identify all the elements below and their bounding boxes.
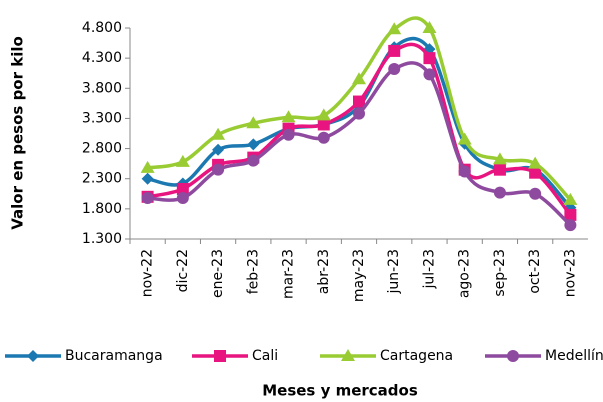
x-tick-label: nov-23: [562, 249, 578, 297]
point-marker: [317, 131, 330, 144]
y-tick-label: 3.300: [82, 110, 122, 126]
y-tick-label: 3.800: [82, 80, 122, 96]
x-tick-label: dic-22: [175, 249, 191, 292]
point-marker: [317, 118, 330, 131]
point-marker: [140, 160, 155, 173]
x-tick-label: mar-23: [281, 249, 297, 299]
point-marker: [211, 127, 226, 140]
point-marker: [564, 219, 577, 232]
legend-marker: [27, 350, 39, 362]
x-tick-label: ene-23: [210, 249, 226, 298]
y-tick-label: 2.800: [82, 141, 122, 157]
point-marker: [316, 108, 331, 121]
point-marker: [388, 62, 401, 75]
x-axis-title: Meses y mercados: [262, 382, 418, 400]
point-marker: [352, 72, 366, 85]
point-marker: [175, 154, 190, 167]
point-marker: [141, 172, 154, 185]
point-marker: [353, 95, 365, 108]
point-marker: [563, 192, 578, 205]
point-marker: [528, 156, 543, 169]
point-marker: [422, 21, 437, 33]
point-marker: [176, 192, 189, 205]
point-marker: [176, 182, 189, 195]
legend-label: Cali: [252, 348, 278, 364]
y-tick-label: 1.300: [82, 231, 122, 247]
point-marker: [457, 132, 472, 145]
legend-marker: [341, 349, 355, 361]
point-marker: [529, 187, 542, 200]
point-marker: [212, 143, 225, 156]
x-tick-label: abr-23: [316, 249, 332, 294]
point-marker: [246, 116, 261, 129]
point-marker: [212, 163, 225, 176]
point-marker: [564, 208, 577, 221]
series-line: [147, 61, 572, 227]
legend-label: Medellín: [545, 348, 603, 364]
point-marker: [141, 192, 154, 205]
legend-label: Cartagena: [380, 348, 453, 364]
y-axis-title: Valor en pesos por kilo: [9, 36, 27, 230]
x-tick-label: may-23: [351, 249, 367, 302]
point-marker: [529, 166, 542, 179]
legend-marker: [507, 350, 519, 362]
x-tick-label: sep-23: [492, 249, 508, 297]
point-marker: [387, 22, 402, 35]
point-marker: [423, 68, 436, 81]
point-marker: [492, 152, 507, 165]
point-marker: [282, 128, 295, 141]
point-marker: [493, 186, 506, 199]
x-tick-label: nov-22: [140, 249, 156, 297]
x-tick-label: jul-23: [421, 249, 437, 290]
point-marker: [247, 138, 260, 151]
y-tick-label: 4.800: [82, 20, 122, 36]
series-line: [147, 36, 572, 209]
point-marker: [388, 44, 401, 57]
x-tick-label: ago-23: [457, 249, 473, 298]
x-tick-label: feb-23: [245, 249, 261, 294]
point-marker: [281, 110, 296, 123]
point-marker: [493, 163, 506, 176]
x-tick-label: oct-23: [527, 249, 543, 294]
x-tick-label: jun-23: [386, 249, 402, 295]
y-tick-label: 4.300: [82, 50, 122, 66]
point-marker: [353, 107, 365, 120]
point-marker: [423, 52, 436, 65]
point-marker: [247, 154, 260, 167]
legend-label: Bucaramanga: [65, 348, 163, 364]
point-marker: [458, 165, 471, 178]
series-line: [147, 42, 572, 217]
y-tick-label: 2.300: [82, 171, 122, 187]
legend-marker: [214, 350, 226, 362]
y-tick-label: 1.800: [82, 201, 122, 217]
